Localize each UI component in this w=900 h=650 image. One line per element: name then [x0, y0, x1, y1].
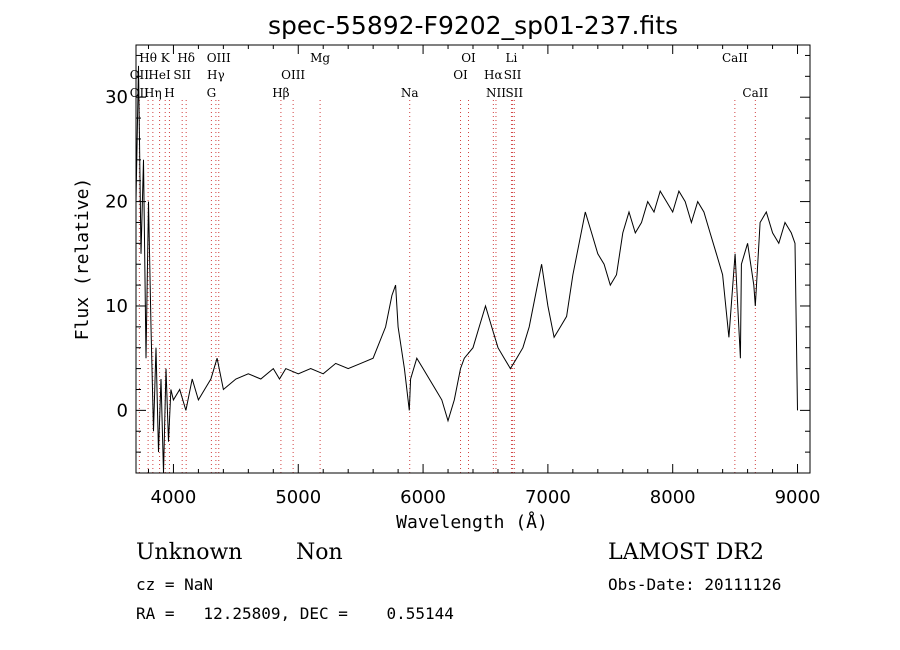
spectral-line-label: OII: [130, 68, 150, 82]
x-tick-label: 5000: [275, 487, 321, 508]
plot-frame: [135, 44, 811, 474]
spectral-line-label: Hβ: [272, 86, 289, 100]
spectral-line-label: NII: [486, 86, 506, 100]
spectral-line-label: SII: [173, 68, 191, 82]
spectral-line-label: Hδ: [177, 51, 195, 65]
spectral-line-label: Li: [506, 51, 518, 65]
x-tick-label: 7000: [525, 487, 571, 508]
spectral-line-label: OIII: [207, 51, 231, 65]
spectral-line-label: SII: [505, 86, 523, 100]
x-tick-label: 6000: [400, 487, 446, 508]
spectral-line-label: OIII: [281, 68, 305, 82]
spectral-line-label: Mg: [310, 51, 330, 65]
spectral-line-label: CaII: [742, 86, 768, 100]
spectral-line-label: Na: [401, 86, 419, 100]
x-tick-label: 4000: [151, 487, 197, 508]
spectral-line-label: OII: [130, 86, 150, 100]
spectral-line-label: G: [207, 86, 217, 100]
cz-text: cz = NaN: [136, 575, 214, 594]
y-tick-label: 10: [105, 296, 128, 317]
spectral-line-label: OI: [461, 51, 476, 65]
spectral-line-label: OI: [453, 68, 468, 82]
y-axis-label: Flux (relative): [72, 178, 93, 341]
x-axis: 4000 5000 6000 7000 8000 9000: [147, 45, 821, 508]
spectral-line-label: K: [161, 51, 171, 65]
spectral-line-label: CaII: [722, 51, 748, 65]
x-axis-label: Wavelength (Å): [396, 511, 548, 533]
subclass-label: Non: [296, 540, 343, 565]
obs-date-text: Obs-Date: 20111126: [608, 575, 782, 594]
y-tick-label: 30: [105, 87, 128, 108]
spectral-line-label: H: [164, 86, 174, 100]
x-tick-label: 8000: [650, 487, 696, 508]
y-axis: 0 10 20 30: [105, 54, 810, 453]
spectral-line-label: Hα: [484, 68, 503, 82]
survey-label: LAMOST DR2: [608, 540, 764, 565]
y-tick-label: 20: [105, 192, 128, 213]
coords-text: RA = 12.25809, DEC = 0.55144: [136, 604, 454, 623]
x-tick-label: 9000: [775, 487, 821, 508]
spectral-line-label: Hγ: [207, 68, 225, 82]
spectral-line-label: HeI: [148, 68, 171, 82]
spectral-line-label: Hθ: [139, 51, 157, 65]
chart-title: spec-55892-F9202_sp01-237.fits: [268, 11, 678, 40]
class-label: Unknown: [136, 540, 243, 565]
spectrum-line: [135, 65, 798, 474]
spectral-line-label: Hη: [144, 86, 162, 100]
y-tick-label: 0: [117, 400, 128, 421]
spectral-line-label: SII: [504, 68, 522, 82]
